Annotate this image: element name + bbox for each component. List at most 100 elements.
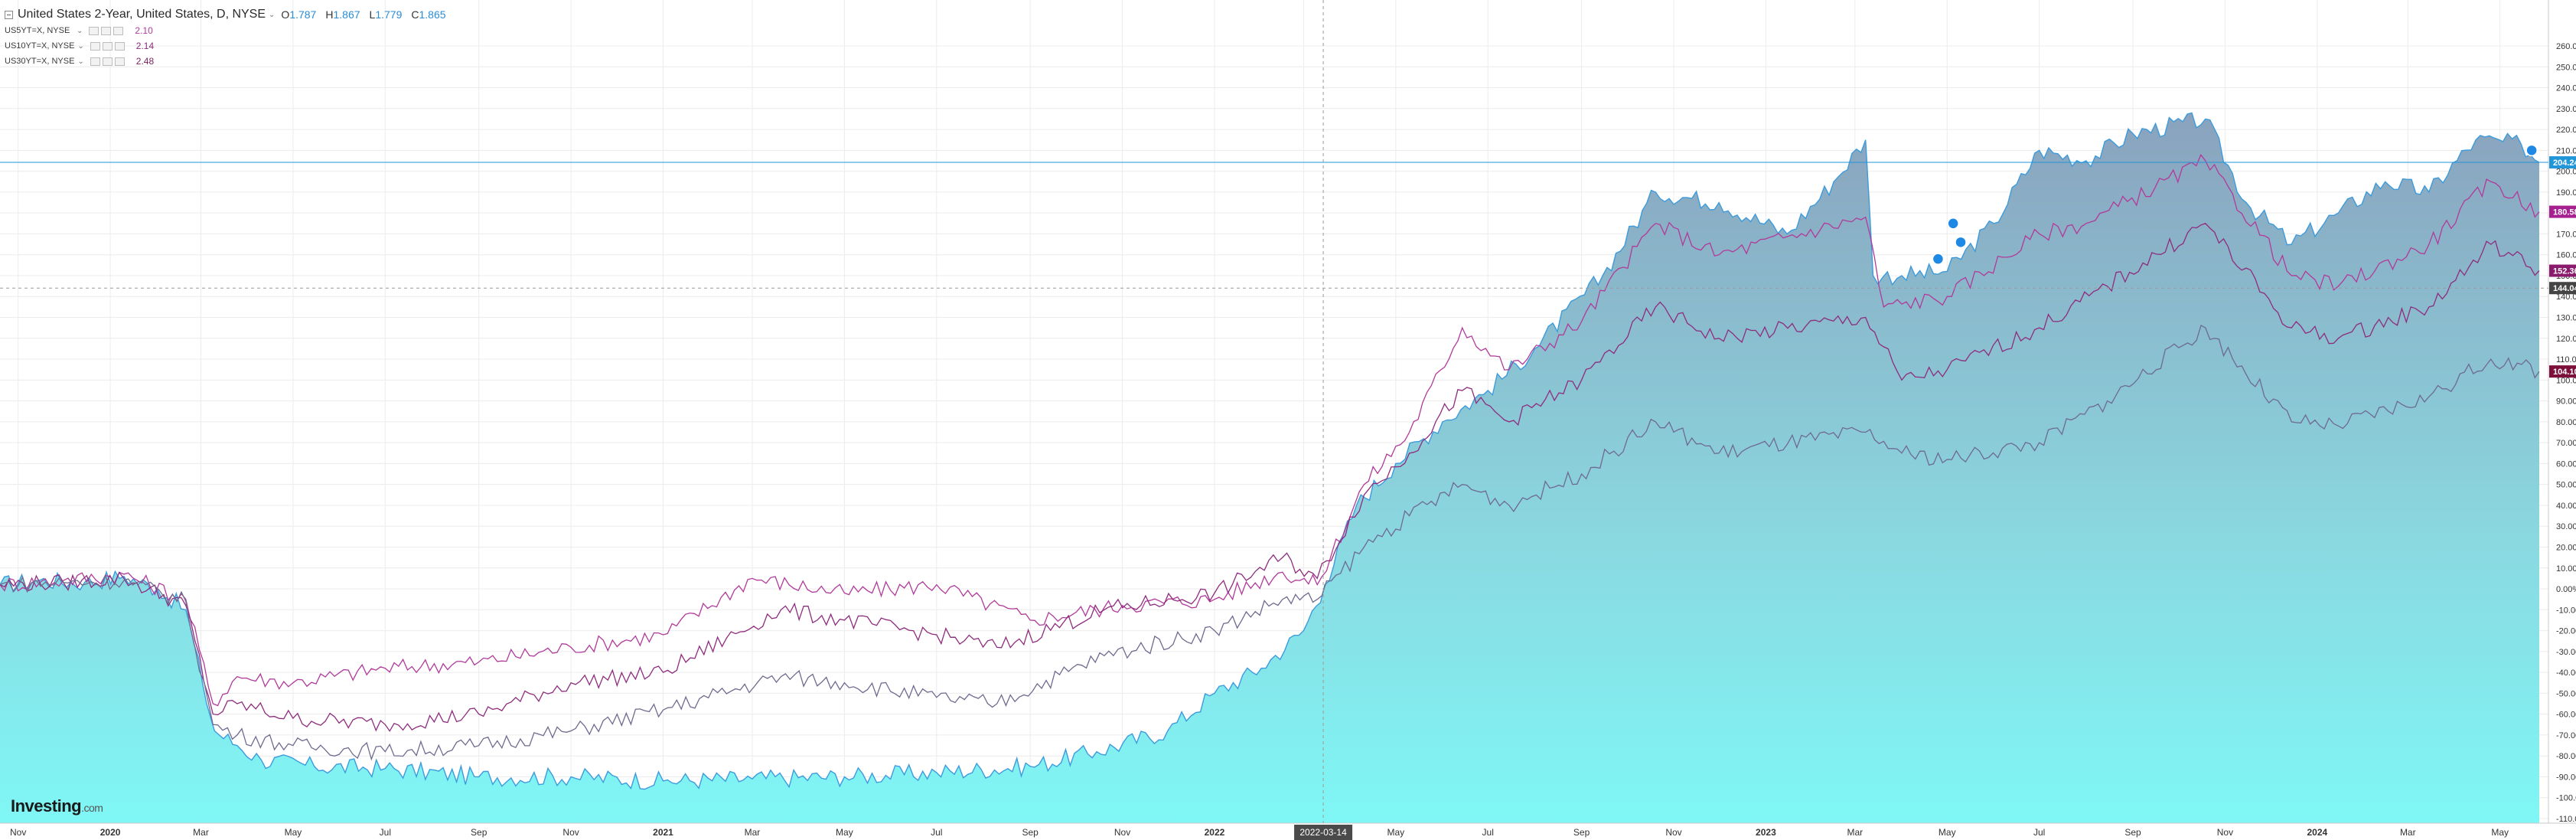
y-tick-label: -60.00% (2556, 711, 2576, 720)
overlay-tools (90, 57, 127, 66)
main-symbol-title[interactable]: United States 2-Year, United States, D, … (18, 8, 266, 21)
chevron-down-icon[interactable]: ⌄ (77, 41, 84, 51)
y-tick-label: 10.00% (2556, 564, 2576, 574)
x-tick-label: 2023 (1756, 827, 1776, 838)
series-line-0 (0, 112, 2540, 790)
y-tick-label: -20.00% (2556, 627, 2576, 636)
y-tick-label: -30.00% (2556, 648, 2576, 657)
y-tick-label: 220.00% (2556, 126, 2576, 135)
hide-icon[interactable] (90, 41, 100, 51)
settings-icon[interactable] (102, 57, 112, 66)
y-tick-label: 240.00% (2556, 84, 2576, 93)
y-tick-label: 70.00% (2556, 439, 2576, 448)
last-value-tag-bg (2549, 156, 2576, 169)
event-marker-icon[interactable] (1947, 217, 1959, 230)
overlay-symbol-title[interactable]: US5YT=X, NYSE (5, 26, 70, 35)
y-tick-label: 250.00% (2556, 63, 2576, 72)
y-tick-label: -100.00% (2556, 794, 2576, 803)
ohlc-high: H1.867 (325, 8, 360, 21)
chart-legend: United States 2-Year, United States, D, … (5, 6, 455, 69)
legend-row-us30y: US30YT=X, NYSE ⌄ 2.48 (5, 54, 455, 69)
x-tick-label: May (1387, 827, 1404, 838)
x-tick-label: Sep (1022, 827, 1039, 838)
legend-row-us5y: US5YT=X, NYSE ⌄ 2.10 (5, 23, 455, 38)
y-axis: 260.00% 250.00% 240.00% 230.00% 220.00% 210.0… (2548, 0, 2576, 824)
series-line-2 (0, 223, 2540, 732)
y-tick-label: 140.00% (2556, 293, 2576, 302)
y-tick-label: 120.00% (2556, 335, 2576, 344)
series-line-3 (0, 324, 2540, 761)
plot-series (0, 112, 2540, 823)
y-tick-label: 200.00% (2556, 168, 2576, 177)
x-tick-label: May (285, 827, 302, 838)
crosshair-date-bg (1294, 825, 1353, 840)
x-tick-label: 2022 (1205, 827, 1225, 838)
x-tick-label: Nov (10, 827, 26, 838)
x-axis: Nov 2020 Mar May Jul Sep Nov 2021 Mar May Jul Sep No… (0, 822, 2576, 838)
x-tick-label: Mar (1847, 827, 1864, 838)
hide-icon[interactable] (89, 26, 99, 35)
last-value-tag-bg (2549, 365, 2576, 378)
y-tick-label: 80.00% (2556, 418, 2576, 427)
y-tick-label: -50.00% (2556, 689, 2576, 698)
y-tick-label: 190.00% (2556, 188, 2576, 198)
y-tick-label: -10.00% (2556, 606, 2576, 615)
y-tick-label: 230.00% (2556, 105, 2576, 114)
event-marker-icon[interactable] (1955, 236, 1967, 249)
collapse-legend-icon[interactable] (5, 10, 13, 19)
y-tick-label: 170.00% (2556, 230, 2576, 239)
y-tick-label: 50.00% (2556, 481, 2576, 490)
y-tick-label: 110.00% (2556, 355, 2576, 364)
legend-row-us10y: US10YT=X, NYSE ⌄ 2.14 (5, 38, 455, 54)
x-tick-label: 2021 (653, 827, 673, 838)
overlay-last-value: 2.48 (135, 56, 155, 67)
series-area-us2y (0, 113, 2539, 823)
x-tick-label: May (2491, 827, 2509, 838)
y-tick-label: 30.00% (2556, 522, 2576, 531)
overlay-last-value: 2.10 (135, 25, 153, 36)
y-tick-label: -40.00% (2556, 668, 2576, 678)
remove-icon[interactable] (113, 26, 124, 35)
x-tick-label: Jul (1482, 827, 1494, 838)
settings-icon[interactable] (102, 41, 112, 51)
last-value-tag: 180.58% (2553, 208, 2576, 217)
last-value-tag: 152.36% (2553, 267, 2576, 276)
y-tick-label: 100.00% (2556, 376, 2576, 385)
chevron-down-icon[interactable]: ⌄ (77, 26, 83, 35)
settings-icon[interactable] (101, 26, 112, 35)
y-tick-label: 130.00% (2556, 314, 2576, 323)
x-tick-label: 2024 (2307, 827, 2327, 838)
y-tick-label: 40.00% (2556, 502, 2576, 511)
ohlc-close: C1.865 (411, 8, 446, 21)
remove-icon[interactable] (114, 57, 125, 66)
hide-icon[interactable] (90, 57, 100, 66)
x-tick-label: May (836, 827, 853, 838)
series-line-1 (0, 153, 2540, 707)
chevron-down-icon[interactable]: ⌄ (269, 10, 276, 19)
overlay-symbol-title[interactable]: US30YT=X, NYSE (5, 57, 75, 66)
overlay-tools (90, 41, 127, 51)
ohlc-open: O1.787 (281, 8, 317, 21)
y-tick-label: 260.00% (2556, 42, 2576, 51)
event-marker-icon[interactable] (1932, 253, 1945, 265)
last-value-tag: 104.10% (2553, 368, 2576, 377)
last-value-tag-bg (2549, 264, 2576, 277)
ohlc-low: L1.779 (369, 8, 403, 21)
chevron-down-icon[interactable]: ⌄ (77, 57, 84, 66)
x-tick-label: Nov (2217, 827, 2233, 838)
x-tick-label: Jul (931, 827, 942, 838)
crosshair-value-label: 144.044 (2553, 284, 2576, 293)
x-tick-label: Sep (471, 827, 487, 838)
x-tick-label: May (1939, 827, 1956, 838)
legend-main-row: United States 2-Year, United States, D, … (5, 6, 455, 23)
x-tick-label: Nov (1665, 827, 1681, 838)
last-value-tag-bg (2549, 205, 2576, 218)
x-tick-label: Mar (745, 827, 761, 838)
x-tick-label: Mar (2400, 827, 2416, 838)
event-marker-icon[interactable] (2525, 144, 2538, 157)
overlay-symbol-title[interactable]: US10YT=X, NYSE (5, 41, 75, 51)
x-tick-label: Mar (193, 827, 209, 838)
remove-icon[interactable] (114, 41, 125, 51)
